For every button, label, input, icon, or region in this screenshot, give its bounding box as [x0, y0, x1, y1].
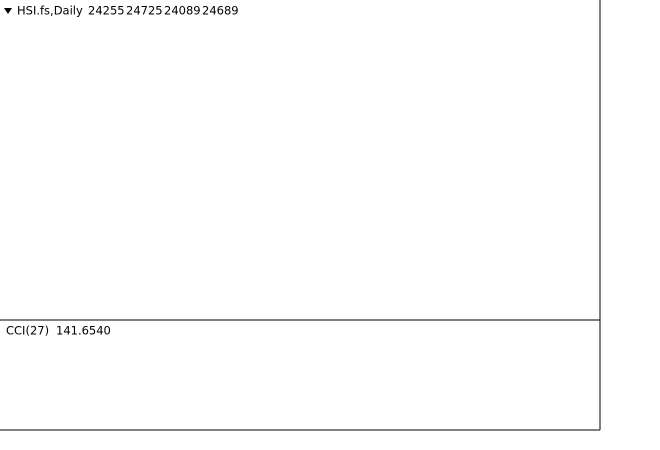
header-close: 24689 — [202, 4, 239, 18]
header-high: 24725 — [126, 4, 163, 18]
cci-title: CCI(27) — [6, 324, 49, 338]
menu-arrow[interactable] — [4, 8, 12, 14]
header-open: 24255 — [88, 4, 125, 18]
cci-value: 141.6540 — [56, 324, 111, 338]
header-low: 24089 — [164, 4, 201, 18]
symbol-label: HSI.fs,Daily — [17, 4, 83, 18]
